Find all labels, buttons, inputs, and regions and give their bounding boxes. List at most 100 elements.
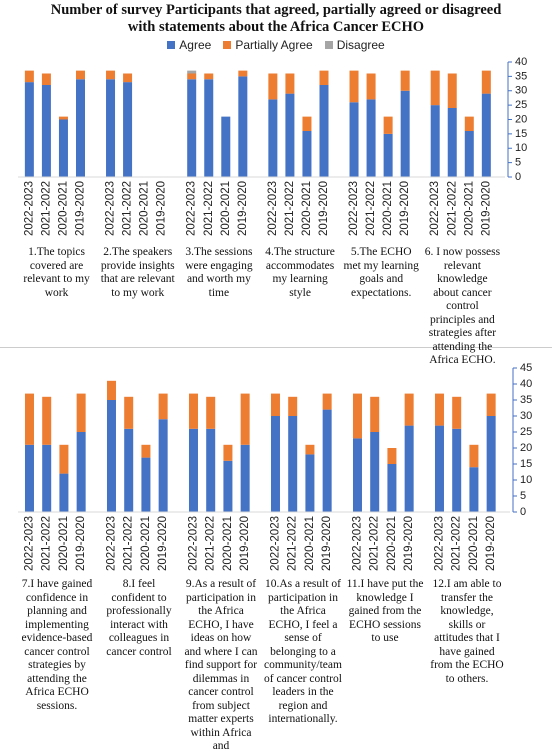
bar-segment [223,460,233,512]
bar-segment [158,393,168,420]
x-tick-label: 2022-2023 [270,516,282,571]
x-tick-label: 2021-2022 [365,181,377,236]
bar-segment [352,438,362,512]
bar-segment [302,131,312,177]
x-tick-label: 2019-2020 [157,516,169,571]
bar-segment [370,432,380,512]
legend: Agree Partially Agree Disagree [0,38,552,52]
bar-segment [319,85,329,177]
legend-swatch [324,41,333,49]
y-tick-label: 0 [515,171,521,183]
bar-segment [270,393,280,416]
bar-segment [383,116,393,134]
bar-segment [469,444,479,468]
bar-segment [400,90,410,177]
bar-segment [447,73,457,108]
bar-segment [400,70,410,91]
y-tick-label: 0 [520,506,526,518]
x-tick-label: 2019-2020 [480,181,492,236]
y-tick-label: 20 [520,442,532,454]
x-tick-label: 2022-2023 [429,181,441,236]
y-tick-label: 15 [515,128,527,140]
bar-segment [206,396,216,429]
group-label: 3.The sessions were engaging and worth m… [185,246,253,299]
bar-segment [187,79,197,177]
x-tick-label: 2019-2020 [485,516,497,571]
bar-segment [464,131,474,177]
x-tick-label: 2020-2021 [222,516,234,571]
bar-segment [434,425,444,512]
legend-swatch [223,41,232,49]
y-tick-label: 30 [515,85,527,97]
x-tick-label: 2019-2020 [237,181,249,236]
y-tick-label: 40 [515,56,527,68]
x-tick-label: 2022-2023 [348,181,360,236]
x-tick-label: 2022-2023 [105,181,117,236]
x-tick-label: 2022-2023 [24,516,36,571]
group-label: 7.I have gained confidence in planning a… [21,578,93,712]
x-tick-label: 2022-2023 [188,516,200,571]
bar-segment [238,70,248,77]
chart-title: Number of survey Participants that agree… [50,2,502,35]
bar-segment [223,444,233,461]
bar-segment [58,116,68,120]
bar-segment [24,393,34,445]
y-tick-label: 35 [515,70,527,82]
x-tick-label: 2020-2021 [386,516,398,571]
bar-segment [141,444,151,458]
bar-segment [106,380,116,400]
bar-segment [370,396,380,432]
x-tick-label: 2021-2022 [284,181,296,236]
x-tick-label: 2020-2021 [140,516,152,571]
bar-segment [76,393,86,432]
group-label: 10.As a result of participation in the A… [264,578,342,725]
x-tick-label: 2019-2020 [156,181,168,236]
x-tick-label: 2020-2021 [463,181,475,236]
bar-segment [481,70,491,94]
bar-segment [124,428,134,512]
bar-segment [447,108,457,177]
bar-segment [75,70,85,80]
x-tick-label: 2021-2022 [205,516,217,571]
x-tick-label: 2019-2020 [318,181,330,236]
x-tick-label: 2020-2021 [304,516,316,571]
bar-segment [41,85,51,177]
bar-segment [486,393,496,416]
bar-segment [106,79,116,177]
bar-segment [434,393,444,426]
bar-segment [464,116,474,131]
y-tick-label: 45 [520,362,532,374]
panel-separator [0,347,552,348]
legend-label: Agree [179,38,212,52]
bar-segment [24,82,34,177]
x-tick-label: 2019-2020 [399,181,411,236]
bar-segment [75,79,85,177]
y-tick-label: 15 [520,458,532,470]
bar-segment [123,82,133,177]
bar-segment [188,428,198,512]
legend-item: Disagree [324,38,385,52]
x-tick-label: 2021-2022 [369,516,381,571]
bar-segment [387,464,397,512]
bar-segment [452,428,462,512]
bar-segment [204,73,214,80]
bar-segment [42,444,52,512]
bar-segment [322,409,332,512]
bar-segment [59,444,69,474]
x-tick-label: 2022-2023 [186,181,198,236]
group-label: 11.I have put the knowledge I gained fro… [346,578,424,644]
group-label: 5.The ECHO met my learning goals and exp… [343,246,419,299]
bar-segment [270,416,280,512]
bar-segment [106,70,116,80]
bar-segment [124,396,134,429]
bar-segment [383,133,393,177]
y-tick-label: 30 [520,410,532,422]
x-tick-label: 2020-2021 [382,181,394,236]
bar-segment [41,73,51,85]
bar-segment [42,396,52,445]
y-tick-label: 35 [520,394,532,406]
bar-segment [481,93,491,177]
legend-swatch [167,41,176,49]
group-label: 6. I now possess relevant knowledge abou… [424,246,501,366]
x-tick-label: 2019-2020 [403,516,415,571]
